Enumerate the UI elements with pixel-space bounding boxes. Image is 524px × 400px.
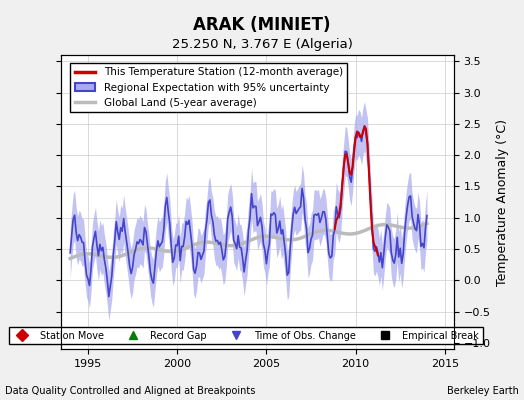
Text: Data Quality Controlled and Aligned at Breakpoints: Data Quality Controlled and Aligned at B…: [5, 386, 256, 396]
Legend: Station Move, Record Gap, Time of Obs. Change, Empirical Break: Station Move, Record Gap, Time of Obs. C…: [8, 327, 483, 344]
Text: Berkeley Earth: Berkeley Earth: [447, 386, 519, 396]
Text: ARAK (MINIET): ARAK (MINIET): [193, 16, 331, 34]
Y-axis label: Temperature Anomaly (°C): Temperature Anomaly (°C): [496, 119, 509, 286]
Text: 25.250 N, 3.767 E (Algeria): 25.250 N, 3.767 E (Algeria): [171, 38, 353, 51]
